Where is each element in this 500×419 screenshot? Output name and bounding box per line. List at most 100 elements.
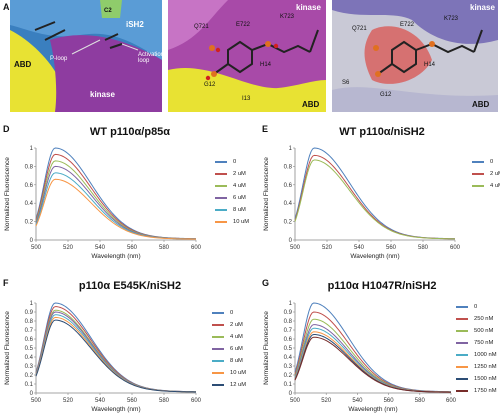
x-tick-label: 560 xyxy=(127,245,138,251)
legend-item: 2 uM xyxy=(212,319,246,331)
legend-item: 10 uM xyxy=(215,216,249,228)
y-tick-label: 0.6 xyxy=(284,337,293,343)
legend-label: 0 xyxy=(490,159,494,165)
structure-panel-c: kinase Q721 E722 K723 H14 S6 G12 ABD xyxy=(332,0,498,112)
label-q721-c: Q721 xyxy=(352,26,367,32)
series-line xyxy=(294,318,452,393)
legend-item: 6 uM xyxy=(212,343,246,355)
label-kinase-b: kinase xyxy=(296,3,321,12)
y-tick-label: 0.9 xyxy=(25,310,34,316)
y-axis-label: Normalized Fluorescence xyxy=(4,311,11,385)
legend-item: 0 xyxy=(215,156,249,168)
legend-item: 0 xyxy=(472,156,500,168)
legend-label: 4 uM xyxy=(490,183,500,189)
legend-label: 2 uM xyxy=(490,171,500,177)
y-axis-label: Normalized Fluorescence xyxy=(263,311,270,385)
y-axis-label: Normalized Fluorescence xyxy=(263,157,270,231)
legend-swatch xyxy=(215,221,227,223)
legend-label: 6 uM xyxy=(233,195,246,201)
y-tick-label: 0.1 xyxy=(284,382,293,388)
label-p-loop: P-loop xyxy=(50,56,68,62)
x-axis-label: Wavelength (nm) xyxy=(348,406,397,413)
label-k723-c: K723 xyxy=(444,16,459,22)
x-tick-label: 580 xyxy=(159,245,170,251)
label-q721-b: Q721 xyxy=(194,24,209,30)
legend-label: 250 nM xyxy=(474,316,494,322)
legend-item: 500 nM xyxy=(456,325,497,337)
y-tick-label: 0.3 xyxy=(284,364,293,370)
x-tick-label: 560 xyxy=(386,245,397,251)
y-tick-label: 0.2 xyxy=(284,220,293,226)
x-tick-label: 600 xyxy=(191,245,202,251)
structure-c-image xyxy=(332,0,498,112)
chart-title-g: p110α H1047R/niSH2 xyxy=(327,280,437,292)
x-tick-label: 580 xyxy=(418,245,429,251)
panel-letter-d: D xyxy=(3,124,10,134)
x-tick-label: 600 xyxy=(450,245,461,251)
panel-letter-g: G xyxy=(262,278,270,288)
x-tick-label: 560 xyxy=(384,398,395,404)
label-g12-c: G12 xyxy=(380,92,392,98)
x-tick-label: 520 xyxy=(63,398,74,404)
legend-swatch xyxy=(456,354,468,356)
series-line xyxy=(294,333,452,393)
legend-swatch xyxy=(215,173,227,175)
legend-swatch xyxy=(456,366,468,368)
legend-label: 0 xyxy=(474,304,478,310)
label-e722-c: E722 xyxy=(400,22,415,28)
legend-label: 6 uM xyxy=(230,346,243,352)
y-tick-label: 0 xyxy=(30,391,34,397)
y-tick-label: 0.7 xyxy=(25,328,34,334)
x-tick-label: 500 xyxy=(290,245,301,251)
legend-swatch xyxy=(212,384,224,386)
legend-e: 0 2 uM 4 uM xyxy=(472,156,500,192)
y-tick-label: 0.8 xyxy=(25,164,34,170)
x-tick-label: 540 xyxy=(95,245,106,251)
chart-title-f: p110α E545K/niSH2 xyxy=(78,280,182,292)
x-axis-label: Wavelength (nm) xyxy=(350,253,399,260)
x-tick-label: 500 xyxy=(290,398,301,404)
panel-letter-f: F xyxy=(3,278,9,288)
label-ish2: iSH2 xyxy=(126,20,144,29)
legend-item: 0 xyxy=(456,301,497,313)
x-axis-label: Wavelength (nm) xyxy=(91,406,140,413)
series-line xyxy=(294,159,456,240)
y-tick-label: 0.1 xyxy=(25,382,34,388)
chart-title-d: WT p110α/p85α xyxy=(89,126,171,138)
label-abd-b: ABD xyxy=(302,100,320,109)
series-line xyxy=(35,302,197,393)
y-tick-label: 1 xyxy=(30,301,34,307)
series-line xyxy=(294,147,456,240)
y-tick-label: 0.8 xyxy=(25,319,34,325)
y-tick-label: 0.7 xyxy=(284,328,293,334)
y-tick-label: 1 xyxy=(289,146,293,152)
y-tick-label: 0.6 xyxy=(284,183,293,189)
label-c2: C2 xyxy=(104,8,112,14)
legend-label: 10 uM xyxy=(233,219,250,225)
series-line xyxy=(35,165,197,240)
legend-swatch xyxy=(212,372,224,374)
series-line xyxy=(35,172,197,240)
x-tick-label: 520 xyxy=(322,245,333,251)
legend-label: 0 xyxy=(230,310,234,316)
structure-a-image xyxy=(10,0,162,112)
series-line xyxy=(35,314,197,393)
legend-label: 4 uM xyxy=(233,183,246,189)
legend-item: 750 nM xyxy=(456,337,497,349)
legend-f: 0 2 uM 4 uM 6 uM 8 uM 10 uM 12 uM xyxy=(212,307,246,391)
label-abd-c: ABD xyxy=(472,100,490,109)
legend-label: 12 uM xyxy=(230,382,247,388)
legend-item: 1750 nM xyxy=(456,385,497,397)
x-axis-label: Wavelength (nm) xyxy=(91,253,140,260)
legend-swatch xyxy=(472,185,484,187)
panel-letter-a: A xyxy=(3,2,10,12)
legend-label: 500 nM xyxy=(474,328,494,334)
legend-item: 6 uM xyxy=(215,192,249,204)
chart-d-svg: 0 0.2 0.4 0.6 0.8 1 500 520 540 560 580 600 Waveleng… xyxy=(4,146,202,260)
legend-label: 1250 nM xyxy=(474,364,497,370)
x-tick-label: 500 xyxy=(31,398,42,404)
y-tick-label: 0.3 xyxy=(25,364,34,370)
legend-swatch xyxy=(472,173,484,175)
x-tick-label: 500 xyxy=(31,245,42,251)
legend-swatch xyxy=(212,336,224,338)
